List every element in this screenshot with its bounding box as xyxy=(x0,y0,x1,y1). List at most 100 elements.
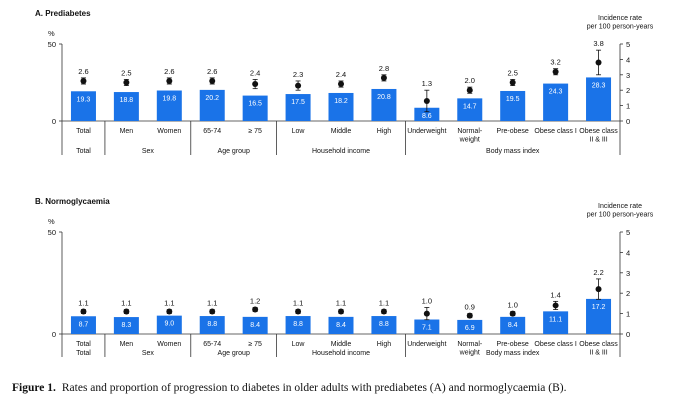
panel-a-group-label: Age group xyxy=(218,148,250,155)
panel-a-bar xyxy=(113,92,139,121)
panel-b-rate-point xyxy=(123,308,130,315)
panel-a-bar-value-label: 16.5 xyxy=(248,101,262,108)
panel-a-right-tick-label: 3 xyxy=(626,71,630,80)
panel-a-bar xyxy=(328,92,354,121)
panel-a-rate-value-label: 2.5 xyxy=(507,68,517,77)
panel-b-category-label: Middle xyxy=(331,341,352,348)
panel-b-bar-value-label: 7.1 xyxy=(422,325,432,332)
panel-a-bar xyxy=(500,90,526,121)
panel-a-rate-point xyxy=(295,82,302,89)
panel-a-rate-value-label: 2.6 xyxy=(78,67,88,76)
panel-b-left-tick-label: 0 xyxy=(52,330,56,339)
panel-b-right-tick-label: 5 xyxy=(626,228,630,237)
panel-a-rate-value-label: 3.8 xyxy=(593,39,603,48)
panel-b-bar xyxy=(543,311,569,334)
panel-b-bar xyxy=(457,319,483,334)
panel-a-group-label: Total xyxy=(76,148,91,155)
panel-b-category-label: High xyxy=(377,341,392,348)
panel-a-bar xyxy=(457,98,483,121)
panel-a-left-axis-label: % xyxy=(48,29,55,38)
panel-a-rate-point xyxy=(466,87,473,94)
panel-b-category-label: ≥ 75 xyxy=(248,341,262,348)
panel-b-category-label: Men xyxy=(120,341,134,348)
panel-a-rate-value-label: 2.3 xyxy=(293,70,303,79)
panel-b-category-label: Normal-weight xyxy=(457,341,483,357)
panel-b-rate-point xyxy=(552,302,559,309)
panel-a-category-label: 65-74 xyxy=(203,128,221,135)
panel-b-bar-value-label: 8.4 xyxy=(336,322,346,329)
panel-a-rate-value-label: 2.8 xyxy=(379,64,389,73)
panel-a-bar-value-label: 17.5 xyxy=(291,99,305,106)
panel-a-bar xyxy=(371,88,397,121)
panel-a-group-label: Sex xyxy=(142,148,155,155)
panel-a-bar xyxy=(543,83,569,121)
panel-b-bar xyxy=(199,316,225,334)
panel-b-rate-point xyxy=(80,308,87,315)
panel-b-rate-value-label: 0.9 xyxy=(465,303,475,312)
panel-b-bar-value-label: 9.0 xyxy=(164,321,174,328)
panel-a-rate-point xyxy=(252,81,259,88)
panel-b-bar-value-label: 6.9 xyxy=(465,325,475,332)
panel-b-bar-value-label: 8.8 xyxy=(207,321,217,328)
panel-b-right-tick-label: 1 xyxy=(626,310,630,319)
panel-a-bar xyxy=(586,77,612,121)
panel-b-rate-point xyxy=(466,312,473,319)
panel-b-rate-point xyxy=(252,306,259,313)
panel-a-category-label: Underweight xyxy=(407,128,446,135)
panel-b-right-tick-label: 4 xyxy=(626,248,630,257)
figure-caption-label: Figure 1. xyxy=(12,382,56,394)
panel-a-bar xyxy=(156,90,182,121)
panel-a-category-label: Obese class II & III xyxy=(579,128,618,144)
panel-a-rate-point xyxy=(380,74,387,81)
panel-a-rate-value-label: 2.6 xyxy=(207,67,217,76)
panel-b-bar xyxy=(70,316,96,334)
panel-a-right-tick-label: 1 xyxy=(626,102,630,111)
panel-a-rate-point xyxy=(80,77,87,84)
panel-a-rate-point xyxy=(423,97,430,104)
panel-a-right-tick-label: 0 xyxy=(626,117,630,126)
panel-a-rate-value-label: 2.4 xyxy=(336,70,346,79)
panel-a-group-label: Body mass index xyxy=(486,148,540,155)
panel-a-rate-point xyxy=(509,79,516,86)
panel-a-category-label: Women xyxy=(157,128,181,135)
panel-a-bar-value-label: 19.5 xyxy=(506,96,520,103)
panel-a-bar xyxy=(285,94,311,121)
panel-b-rate-point xyxy=(423,310,430,317)
panel-a-group-label: Household income xyxy=(312,148,370,155)
panel-b-rate-value-label: 1.4 xyxy=(550,290,560,299)
panel-a-rate-point xyxy=(552,68,559,75)
panel-b-bar-value-label: 8.4 xyxy=(250,322,260,329)
panel-b-left-tick-label: 50 xyxy=(48,228,56,237)
panel-b-category-label: Obese class II & III xyxy=(579,341,618,357)
panel-a-left-tick-label: 0 xyxy=(52,117,56,126)
panel-b-rate-value-label: 1.1 xyxy=(207,299,217,308)
panel-b-group-label: Sex xyxy=(142,350,155,357)
panel-b-bar-value-label: 8.8 xyxy=(293,321,303,328)
panel-b-bar-value-label: 8.7 xyxy=(79,321,89,328)
panel-a-right-tick-label: 4 xyxy=(626,55,630,64)
panel-a-rate-value-label: 2.0 xyxy=(465,76,475,85)
panel-b-rate-point xyxy=(380,308,387,315)
panel-b-category-label: Obese class I xyxy=(534,341,576,348)
panel-a-bar-value-label: 20.8 xyxy=(377,94,391,101)
panel-a-right-tick-label: 5 xyxy=(626,40,630,49)
panel-a-rate-point xyxy=(595,59,602,66)
panel-b-rate-point xyxy=(595,286,602,293)
panel-b-bar xyxy=(500,316,526,334)
panel-a-rate-value-label: 3.2 xyxy=(550,58,560,67)
panel-b-bar-value-label: 17.2 xyxy=(592,304,606,311)
figure-caption: Figure 1. Rates and proportion of progres… xyxy=(12,382,672,394)
panel-a-bar-value-label: 18.8 xyxy=(120,97,134,104)
panel-b-bar-value-label: 8.4 xyxy=(508,322,518,329)
panel-a-category-label: Normal-weight xyxy=(457,128,483,144)
panel-b-group-label: Age group xyxy=(218,350,250,357)
panel-b-rate-value-label: 1.1 xyxy=(379,299,389,308)
panel-b-rate-value-label: 1.1 xyxy=(164,299,174,308)
panel-a-category-label: Low xyxy=(292,128,306,135)
panel-b-bar xyxy=(242,316,268,334)
panel-b-category-label: Low xyxy=(292,341,306,348)
panel-a-rate-point xyxy=(123,79,130,86)
panel-b-rate-point xyxy=(295,308,302,315)
panel-b-rate-point xyxy=(338,308,344,315)
panel-a-bar-value-label: 19.8 xyxy=(162,96,176,103)
